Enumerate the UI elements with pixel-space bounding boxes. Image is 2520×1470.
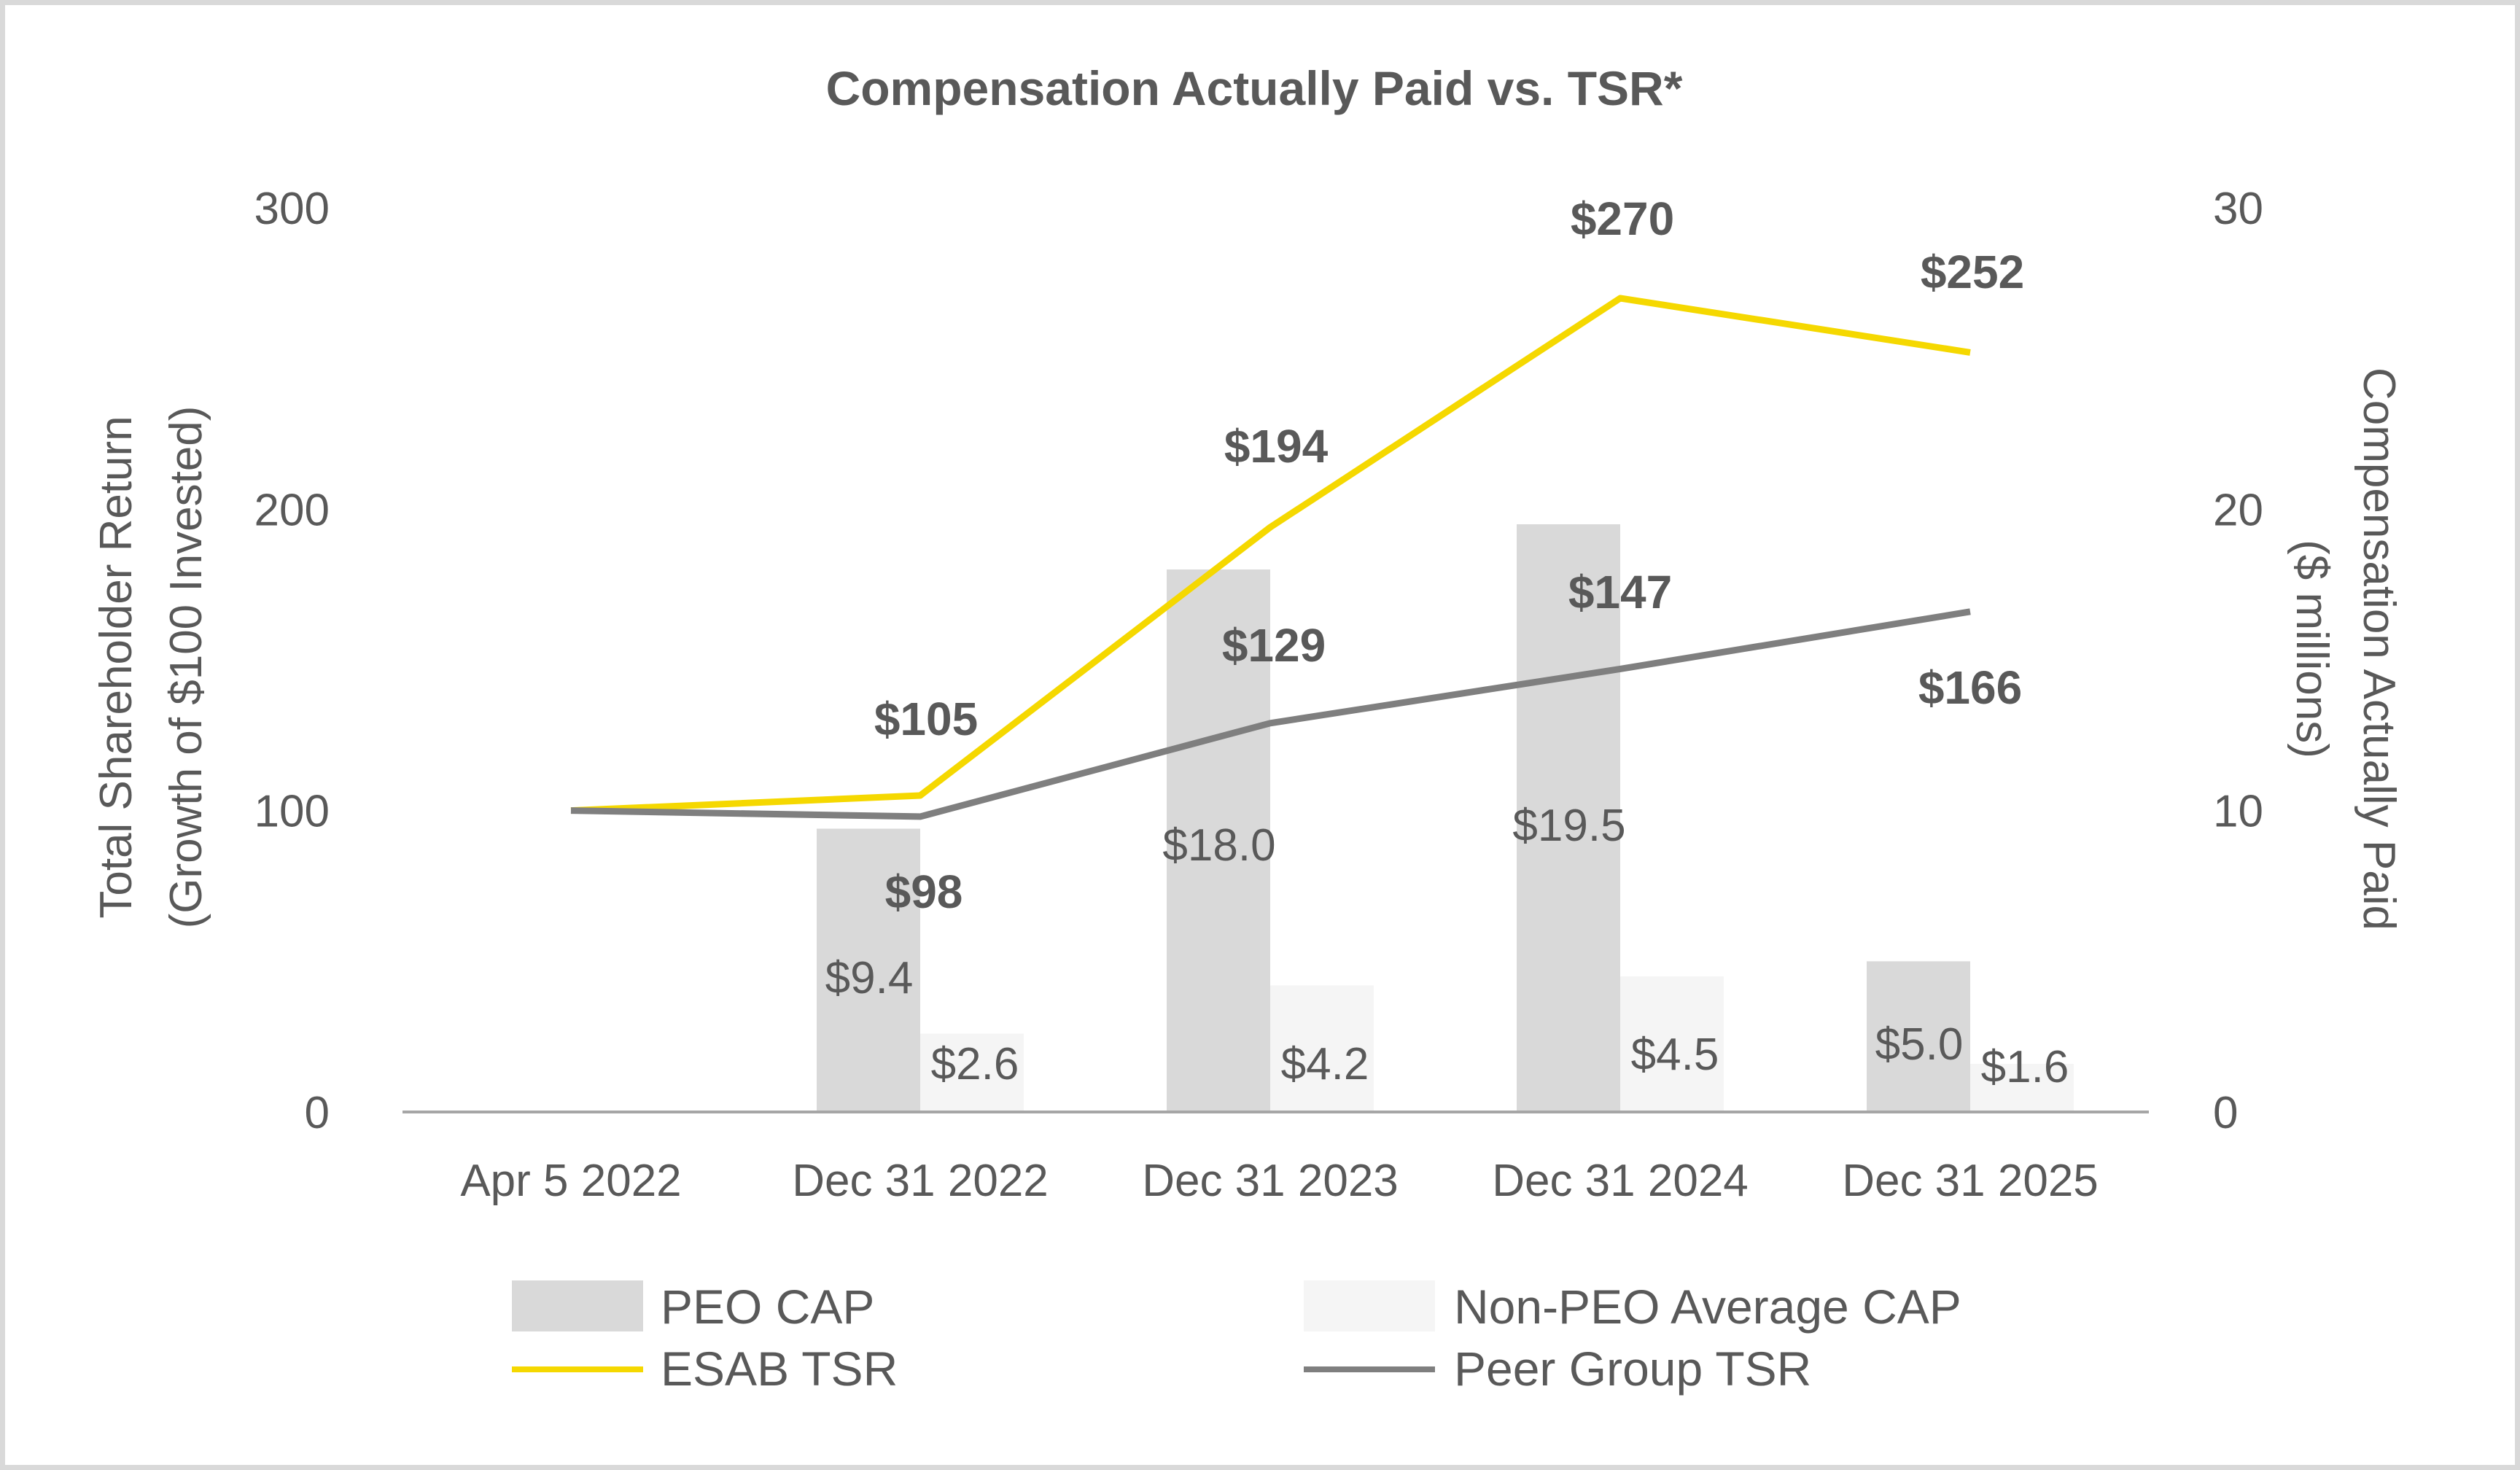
non-peo-cap-label-4: $1.6 (1981, 1042, 2069, 1092)
right-tick-20: 20 (2213, 485, 2263, 535)
right-axis-title: Compensation Actually Paid ($ millions) (2287, 368, 2404, 930)
left-tick-200: 200 (254, 485, 330, 535)
right-axis-title-line1: Compensation Actually Paid (2354, 368, 2404, 930)
non-peo-cap-label-1: $2.6 (931, 1039, 1019, 1089)
x-axis-ticks: Apr 5 2022 Dec 31 2022 Dec 31 2023 Dec 31 2… (460, 1156, 2098, 1206)
peo-cap-bar-1 (817, 828, 920, 1112)
right-axis-ticks: 0 10 20 30 (2213, 184, 2263, 1138)
non-peo-cap-bar-1 (920, 1033, 1024, 1112)
legend-label-non-peo-cap: Non-PEO Average CAP (1454, 1280, 1961, 1334)
legend-label-peo-cap: PEO CAP (661, 1280, 874, 1334)
chart-title: Compensation Actually Paid vs. TSR* (826, 61, 1683, 115)
peo-cap-bar-3 (1517, 524, 1620, 1112)
non-peo-cap-bar-3 (1620, 976, 1724, 1112)
non-peo-cap-bar-4 (1970, 1063, 2074, 1112)
right-axis-title-line2: ($ millions) (2287, 540, 2337, 758)
line-series (570, 295, 1971, 820)
x-tick-0: Apr 5 2022 (460, 1156, 681, 1206)
esab-tsr-label-1: $105 (874, 693, 978, 745)
bar-series (817, 524, 2074, 1112)
peo-cap-label-4: $5.0 (1875, 1019, 1964, 1070)
x-tick-4: Dec 31 2025 (1842, 1156, 2099, 1206)
peo-cap-label-3: $19.5 (1512, 801, 1625, 851)
peo-cap-bar-2 (1167, 569, 1270, 1112)
right-tick-10: 10 (2213, 787, 2263, 837)
x-tick-2: Dec 31 2023 (1142, 1156, 1399, 1206)
left-tick-100: 100 (254, 787, 330, 837)
esab-tsr-label-4: $252 (1921, 246, 2024, 298)
peo-cap-bar-4 (1867, 961, 1970, 1112)
esab-tsr-label-3: $270 (1571, 192, 1674, 245)
right-tick-30: 30 (2213, 184, 2263, 234)
legend: PEO CAP Non-PEO Average CAP ESAB TSR Pee… (512, 1280, 1961, 1396)
peer-tsr-label-1: $98 (885, 866, 963, 918)
peer-tsr-label-3: $147 (1568, 566, 1672, 618)
esab-tsr-label-2: $194 (1224, 420, 1329, 472)
left-axis-title: Total Shareholder Return (Growth of $100… (91, 406, 211, 929)
legend-label-esab-tsr: ESAB TSR (661, 1342, 898, 1396)
legend-label-peer-tsr: Peer Group TSR (1454, 1342, 1811, 1396)
peo-cap-label-1: $9.4 (825, 953, 914, 1003)
non-peo-cap-label-3: $4.5 (1631, 1030, 1719, 1080)
left-tick-0: 0 (305, 1088, 330, 1138)
left-tick-300: 300 (254, 184, 330, 234)
peo-cap-label-2: $18.0 (1162, 820, 1275, 871)
peer-tsr-line (570, 608, 1971, 820)
left-axis-title-line2: (Growth of $100 Invested) (161, 406, 211, 929)
legend-swatch-peo-cap (512, 1280, 643, 1331)
non-peo-cap-label-2: $4.2 (1281, 1039, 1369, 1089)
legend-swatch-non-peo-cap (1304, 1280, 1435, 1331)
esab-tsr-line (570, 295, 1971, 814)
peer-tsr-label-2: $129 (1222, 619, 1326, 672)
left-axis-ticks: 0 100 200 300 (254, 184, 330, 1138)
peer-tsr-label-4: $166 (1918, 661, 2022, 714)
data-labels: $9.4 $18.0 $19.5 $5.0 $2.6 $4.2 $4.5 $1.6 $105 $1… (825, 192, 2069, 1092)
non-peo-cap-bar-2 (1270, 985, 1374, 1112)
x-tick-1: Dec 31 2022 (792, 1156, 1049, 1206)
right-tick-0: 0 (2213, 1088, 2238, 1138)
x-tick-3: Dec 31 2024 (1492, 1156, 1749, 1206)
left-axis-title-line1: Total Shareholder Return (91, 416, 141, 918)
